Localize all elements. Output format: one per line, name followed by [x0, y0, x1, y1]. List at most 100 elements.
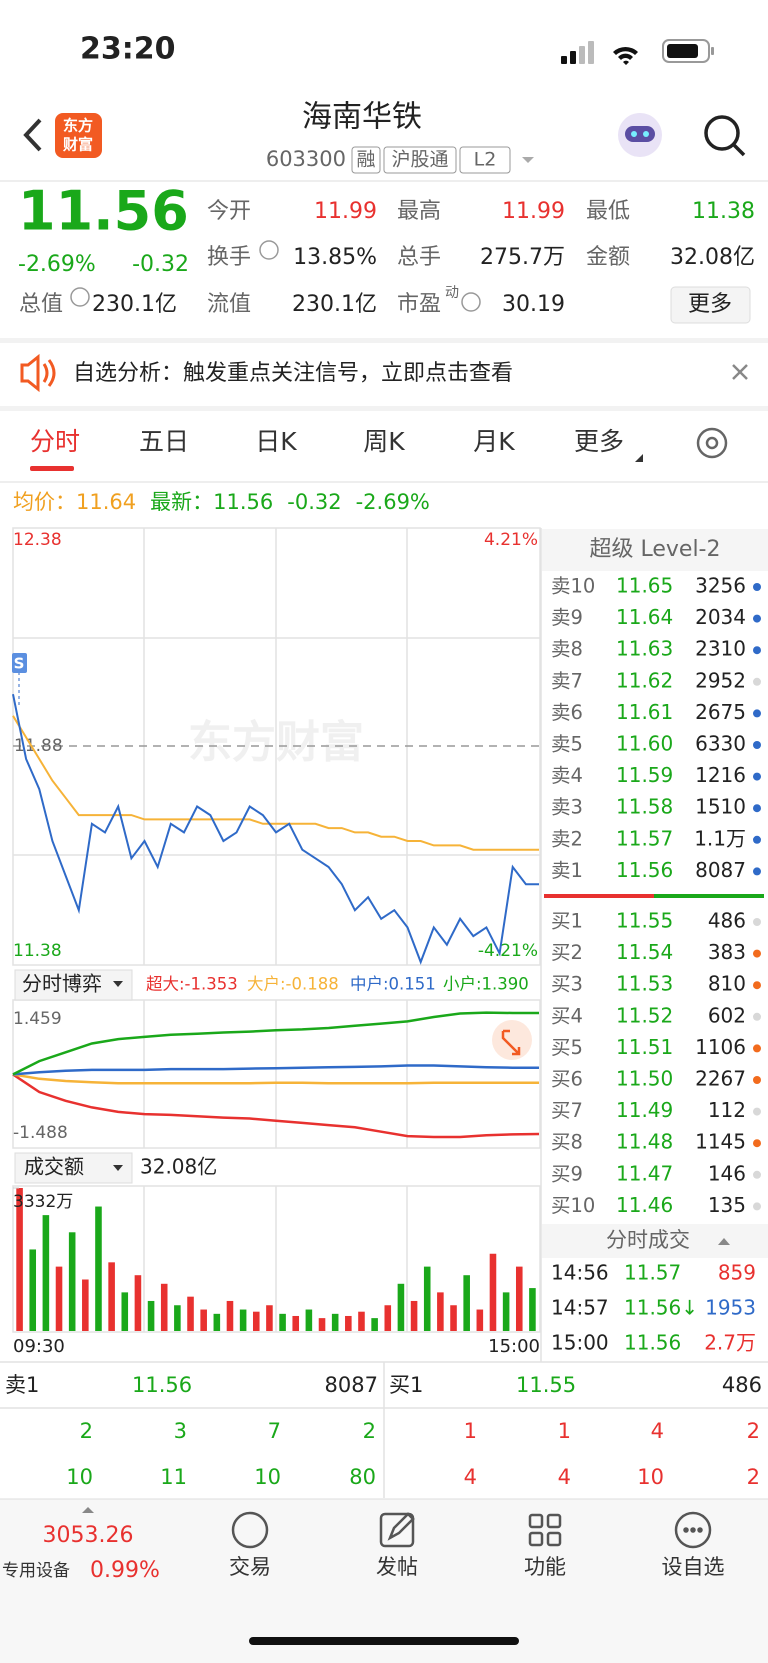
book-price: 11.62: [616, 668, 673, 692]
avatar[interactable]: [618, 113, 662, 157]
volume-bar: [239, 1309, 247, 1331]
index-change: 0.99%: [90, 1558, 160, 1583]
book-volume: 1145: [695, 1130, 746, 1154]
trade-time: 14:56: [551, 1261, 609, 1285]
queue-count: 1: [558, 1419, 571, 1443]
queue-label: 卖1: [5, 1373, 39, 1397]
close-button[interactable]: [732, 364, 748, 380]
game-line: [12, 1073, 539, 1085]
queue-count: 10: [66, 1465, 93, 1489]
volume-bar: [529, 1288, 536, 1331]
stat-value: 32.08亿: [670, 245, 755, 270]
book-price: 11.50: [616, 1067, 673, 1091]
queue-count: 3: [174, 1419, 187, 1443]
book-price: 11.56: [616, 858, 673, 882]
text-part: 均价：: [13, 490, 76, 514]
stat-label: 流值: [207, 292, 251, 317]
volume-bar: [29, 1249, 37, 1331]
queue-count: 4: [558, 1465, 571, 1489]
logo-text: 财富: [63, 136, 93, 154]
nav-item[interactable]: 交易: [229, 1555, 271, 1579]
book-dot: [753, 918, 761, 926]
more-button-box[interactable]: [670, 286, 751, 324]
trades-toggle[interactable]: [718, 1238, 730, 1245]
book-label: 买1: [551, 910, 583, 933]
trade-volume: 1953: [705, 1296, 756, 1320]
tab[interactable]: 五日: [139, 427, 189, 456]
queue-count: 2: [363, 1419, 376, 1443]
divider: [0, 406, 768, 411]
nav-item[interactable]: 发帖: [376, 1555, 418, 1579]
queue-count: 1: [464, 1419, 477, 1443]
bottom-nav: [0, 1499, 768, 1663]
summary: 均价：11.64 最新：11.56 -0.32 -2.69%: [13, 490, 430, 514]
volume-bar: [318, 1318, 326, 1331]
tab[interactable]: 周K: [363, 427, 405, 456]
queue-count: 80: [349, 1465, 376, 1489]
book-label: 买2: [551, 941, 583, 964]
book-volume: 2952: [695, 668, 746, 692]
volume-bar: [358, 1311, 365, 1331]
pct-max-label: 4.21%: [484, 530, 538, 550]
game-selector-box[interactable]: [14, 969, 133, 1001]
trade-time: 14:57: [551, 1296, 609, 1320]
stat-label: 最低: [586, 199, 630, 224]
tab[interactable]: 日K: [255, 427, 297, 456]
y-tick-label: 3332万: [13, 1192, 73, 1212]
book-price: 11.54: [616, 940, 673, 964]
book-dot: [753, 804, 761, 813]
nav-item[interactable]: 设自选: [662, 1555, 725, 1579]
book-price: 11.48: [616, 1130, 673, 1154]
stat-label: 换手: [207, 245, 251, 270]
tab[interactable]: 月K: [473, 427, 515, 456]
tag: L2: [474, 149, 497, 171]
game-line: [12, 1073, 540, 1139]
stat-label-sup: 动: [445, 285, 459, 301]
legend-entry: 大户:-0.188: [247, 975, 339, 994]
book-dot: [753, 981, 761, 990]
book-price: 11.59: [616, 763, 673, 787]
more-button[interactable]: 更多: [688, 292, 732, 317]
price-line: [12, 694, 539, 965]
book-dot: [753, 1107, 761, 1116]
book-volume: 810: [708, 972, 746, 996]
book-dot: [753, 772, 761, 781]
volume-bar: [213, 1313, 221, 1331]
book-price: 11.61: [616, 700, 673, 724]
queue-label: 买1: [389, 1373, 423, 1397]
avg-line: [12, 715, 539, 851]
settings-button[interactable]: [696, 427, 728, 459]
stat-value: 11.38: [692, 199, 755, 224]
back-button[interactable]: [23, 118, 42, 152]
banner-text[interactable]: 自选分析：触发重点关注信号，立即点击查看: [73, 361, 513, 386]
pct-min-label: -4.21%: [478, 941, 538, 961]
book-dot: [753, 1170, 761, 1179]
book-dot: [753, 949, 761, 958]
volume-bar: [384, 1305, 392, 1331]
book-price: 11.63: [616, 637, 673, 661]
index-label: 专用设备: [2, 1561, 70, 1581]
search-button[interactable]: [704, 115, 746, 157]
queue-price: 11.55: [516, 1373, 576, 1397]
index-arrow: [82, 1507, 94, 1513]
book-dot: [753, 1012, 761, 1021]
info-icon: [461, 292, 481, 312]
book-price: 11.58: [616, 795, 673, 819]
nav-item[interactable]: 功能: [524, 1555, 566, 1579]
tab[interactable]: 分时: [30, 427, 80, 456]
legend-entry: 小户:1.390: [443, 975, 529, 994]
book-label: 卖7: [551, 669, 583, 692]
stat-value: 13.85%: [293, 245, 377, 270]
info-icon: [259, 240, 279, 260]
tab[interactable]: 更多: [574, 427, 624, 456]
volume-bar: [502, 1292, 510, 1331]
dropdown-arrow: [635, 454, 643, 462]
volume-bar: [266, 1305, 273, 1331]
book-volume: 2034: [695, 605, 746, 629]
logo: [55, 113, 102, 158]
volume-selector-box[interactable]: [14, 1152, 133, 1184]
trade-volume: 859: [718, 1261, 756, 1285]
order-book-title: 超级 Level-2: [589, 537, 720, 562]
expand-button[interactable]: [492, 1020, 532, 1060]
